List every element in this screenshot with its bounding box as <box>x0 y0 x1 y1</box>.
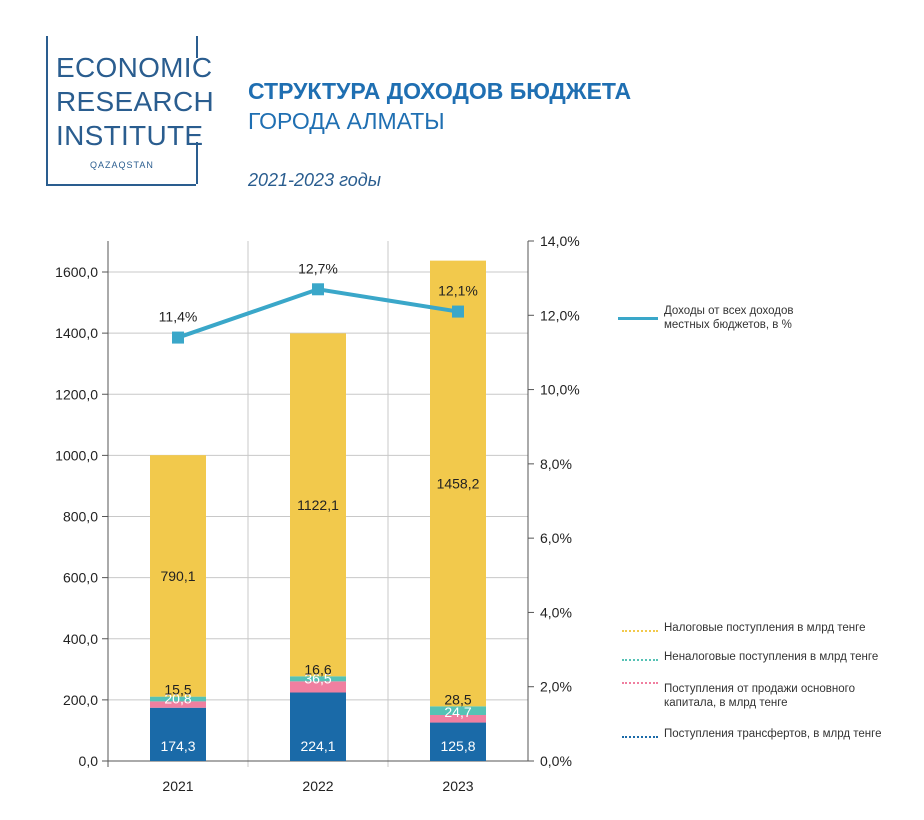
y-right-tick-label: 10,0% <box>540 382 580 398</box>
bar-transfers-2021 <box>150 707 206 761</box>
logo-line-1: ECONOMIC <box>56 52 213 83</box>
y-left-tick-label: 800,0 <box>63 509 98 525</box>
legend-transfers-swatch <box>622 736 658 738</box>
y-left-tick-label: 1400,0 <box>55 325 98 341</box>
y-right-tick-label: 6,0% <box>540 530 572 546</box>
y-left-tick-label: 0,0 <box>79 753 99 769</box>
data-label-tax: 1122,1 <box>297 497 339 513</box>
data-label-transfers: 174,3 <box>160 738 195 754</box>
line-point <box>172 331 184 344</box>
data-label-tax: 790,1 <box>160 568 195 584</box>
legend-tax-swatch <box>622 630 658 632</box>
bar-nontax-2021 <box>150 696 206 702</box>
legend-capital-label: Поступления от продажи основного капитал… <box>664 682 894 710</box>
line-point <box>312 283 324 296</box>
logo-line-3: INSTITUTE <box>56 120 204 151</box>
legend-line-label-1: Доходы от всех доходов <box>664 305 794 317</box>
data-label-tax: 1458,2 <box>437 475 480 491</box>
x-tick-label: 2021 <box>162 778 193 794</box>
data-label-transfers: 125,8 <box>440 738 475 754</box>
y-left-tick-label: 400,0 <box>63 631 98 647</box>
legend-nontax-label: Неналоговые поступления в млрд тенге <box>664 651 879 663</box>
legend-capital-label-1: Поступления от продажи основного <box>664 683 855 695</box>
data-label-capital: 36,5 <box>304 670 331 686</box>
legend-nontax-swatch <box>622 659 658 661</box>
legend-capital-label-2: капитала, в млрд тенге <box>664 697 788 709</box>
y-right-tick-label: 12,0% <box>540 307 580 323</box>
line-series-path <box>177 287 459 340</box>
legend-line-label-2: местных бюджетов, в % <box>664 319 792 331</box>
logo-line-2: RESEARCH <box>56 86 214 117</box>
legend-capital-swatch <box>622 682 658 684</box>
bar-capital-2022 <box>290 681 346 693</box>
y-left-tick-label: 600,0 <box>63 570 98 586</box>
data-label-transfers: 224,1 <box>300 738 335 754</box>
bar-tax-2021 <box>150 455 206 697</box>
bar-tax-2023 <box>430 260 486 707</box>
y-right-tick-label: 8,0% <box>540 456 572 472</box>
data-label-capital: 24,7 <box>444 704 471 720</box>
bar-tax-2022 <box>290 333 346 677</box>
y-left-tick-label: 200,0 <box>63 692 98 708</box>
y-right-tick-label: 4,0% <box>540 604 572 620</box>
legend-line-swatch <box>618 317 658 320</box>
bar-nontax-2022 <box>290 676 346 682</box>
legend-tax-label: Налоговые поступления в млрд тенге <box>664 622 866 634</box>
bar-nontax-2023 <box>430 706 486 716</box>
y-right-tick-label: 2,0% <box>540 679 572 695</box>
legend-line-label: Доходы от всех доходов местных бюджетов,… <box>664 304 894 332</box>
bar-transfers-2022 <box>290 692 346 761</box>
chart-period: 2021-2023 годы <box>248 170 381 190</box>
line-data-label: 12,1% <box>438 283 478 299</box>
legend-transfers-label: Поступления трансфертов, в млрд тенге <box>664 728 882 740</box>
y-left-tick-label: 1000,0 <box>55 447 98 463</box>
line-point <box>452 305 464 318</box>
x-tick-label: 2022 <box>302 778 333 794</box>
data-label-nontax: 15,5 <box>164 682 191 698</box>
bar-capital-2021 <box>150 701 206 708</box>
bar-transfers-2023 <box>430 722 486 761</box>
y-right-tick-label: 0,0% <box>540 753 572 769</box>
data-label-nontax: 28,5 <box>444 691 471 707</box>
y-right-tick-label: 14,0% <box>540 233 580 249</box>
data-label-capital: 20,8 <box>164 690 191 706</box>
chart-title: СТРУКТУРА ДОХОДОВ БЮДЖЕТА <box>248 78 632 104</box>
y-left-tick-label: 1600,0 <box>55 264 98 280</box>
line-data-label: 12,7% <box>298 260 338 276</box>
logo: ECONOMIC RESEARCH INSTITUTE QAZAQSTAN <box>46 36 214 186</box>
x-tick-label: 2023 <box>442 778 473 794</box>
chart-subtitle: ГОРОДА АЛМАТЫ <box>248 108 445 134</box>
bar-capital-2023 <box>430 715 486 723</box>
y-left-tick-label: 1200,0 <box>55 386 98 402</box>
logo-sub: QAZAQSTAN <box>90 160 154 170</box>
line-data-label: 11,4% <box>159 309 198 325</box>
data-label-nontax: 16,6 <box>304 661 331 677</box>
